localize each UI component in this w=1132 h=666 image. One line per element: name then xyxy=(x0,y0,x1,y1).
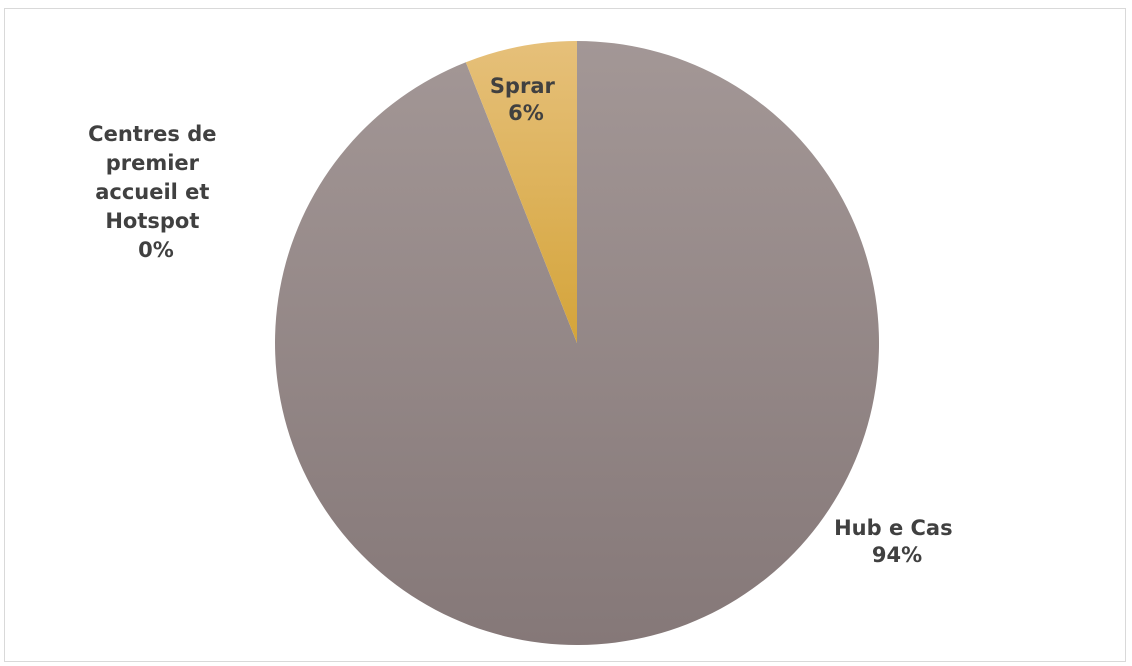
data-label-centres-line-4: Hotspot xyxy=(105,209,199,233)
pie-slice-hub-e-cas xyxy=(275,41,880,645)
pie-chart: Hub e Cas 94% Sprar 6% Centres de premie… xyxy=(88,41,960,645)
data-label-hub-e-cas-percent: 94% xyxy=(872,543,922,567)
data-label-sprar-name: Sprar xyxy=(490,74,556,98)
pie-slices xyxy=(275,41,880,645)
chart-frame: Hub e Cas 94% Sprar 6% Centres de premie… xyxy=(4,8,1126,662)
data-label-centres-percent: 0% xyxy=(138,238,174,262)
data-label-hub-e-cas: Hub e Cas 94% xyxy=(834,516,960,567)
data-label-centres-line-3: accueil et xyxy=(95,180,209,204)
pie-slice-sprar xyxy=(465,41,577,343)
data-label-sprar: Sprar 6% xyxy=(490,74,562,125)
data-label-centres: Centres de premier accueil et Hotspot 0% xyxy=(88,122,224,262)
data-label-centres-line-2: premier xyxy=(106,151,200,175)
data-label-hub-e-cas-name: Hub e Cas xyxy=(834,516,953,540)
data-label-sprar-percent: 6% xyxy=(508,101,544,125)
data-label-centres-line-1: Centres de xyxy=(88,122,216,146)
